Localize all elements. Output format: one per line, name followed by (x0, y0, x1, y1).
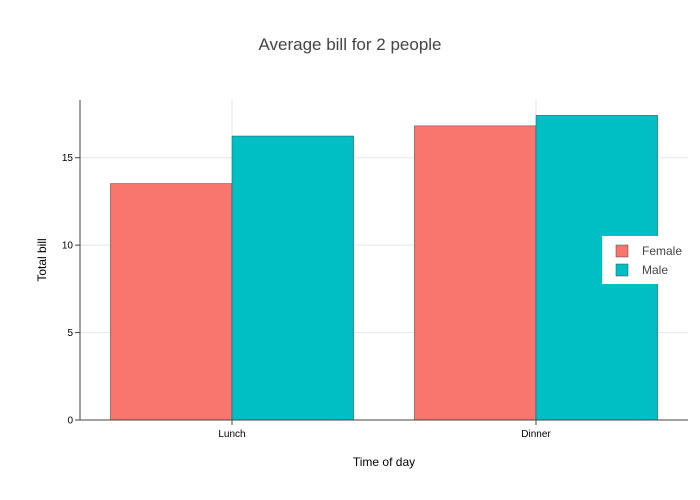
y-tick-label: 0 (67, 416, 73, 427)
chart-title: Average bill for 2 people (258, 35, 441, 54)
x-tick-label: Dinner (521, 429, 551, 440)
bars (110, 115, 658, 421)
bar-female-dinner[interactable] (414, 125, 537, 421)
legend-label-male: Male (642, 263, 668, 277)
legend: Female Male (602, 236, 688, 284)
tick-labels: 0 5 10 15 Lunch Dinner (62, 153, 552, 440)
legend-label-female: Female (642, 244, 682, 258)
y-tick-label: 5 (67, 328, 73, 339)
legend-swatch-female[interactable] (615, 244, 629, 258)
y-axis-label: Total bill (35, 238, 49, 281)
axes (75, 100, 688, 425)
x-axis-label: Time of day (353, 455, 415, 469)
bar-female-lunch[interactable] (110, 183, 233, 421)
x-tick-label: Lunch (218, 429, 245, 440)
legend-swatch-male[interactable] (615, 263, 629, 277)
y-tick-label: 15 (62, 153, 74, 164)
bar-male-lunch[interactable] (231, 135, 354, 421)
y-tick-label: 10 (62, 241, 74, 252)
